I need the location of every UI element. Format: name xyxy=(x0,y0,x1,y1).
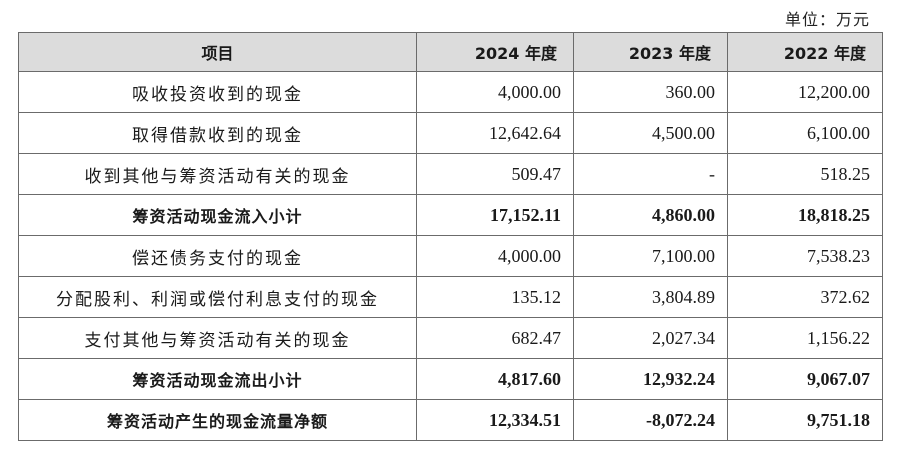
row-label: 吸收投资收到的现金 xyxy=(18,71,417,113)
value-2022: 372.62 xyxy=(727,276,883,318)
table-row: 吸收投资收到的现金 4,000.00 360.00 12,200.00 xyxy=(18,71,883,113)
value-2024: 12,334.51 xyxy=(416,399,574,441)
value-2022: 6,100.00 xyxy=(727,112,883,154)
table-row: 支付其他与筹资活动有关的现金 682.47 2,027.34 1,156.22 xyxy=(18,317,883,359)
value-2022: 12,200.00 xyxy=(727,71,883,113)
table-row: 筹资活动产生的现金流量净额 12,334.51 -8,072.24 9,751.18 xyxy=(18,399,883,441)
value-2024: 509.47 xyxy=(416,153,574,195)
header-year-2022: 2022 年度 xyxy=(727,32,883,72)
value-2023: 360.00 xyxy=(573,71,728,113)
value-2023: - xyxy=(573,153,728,195)
value-2023: -8,072.24 xyxy=(573,399,728,441)
unit-label: 单位：万元 xyxy=(784,10,870,29)
cash-flow-table: 项目 2024 年度 2023 年度 2022 年度 吸收投资收到的现金 4,00… xyxy=(18,32,883,441)
table-row: 筹资活动现金流入小计 17,152.11 4,860.00 18,818.25 xyxy=(18,194,883,236)
row-label: 筹资活动现金流入小计 xyxy=(18,194,417,236)
table-row: 偿还债务支付的现金 4,000.00 7,100.00 7,538.23 xyxy=(18,235,883,277)
row-label: 筹资活动现金流出小计 xyxy=(18,358,417,400)
value-2024: 17,152.11 xyxy=(416,194,574,236)
value-2023: 4,860.00 xyxy=(573,194,728,236)
header-year-2023: 2023 年度 xyxy=(573,32,728,72)
value-2024: 135.12 xyxy=(416,276,574,318)
value-2023: 7,100.00 xyxy=(573,235,728,277)
table-row: 筹资活动现金流出小计 4,817.60 12,932.24 9,067.07 xyxy=(18,358,883,400)
row-label: 筹资活动产生的现金流量净额 xyxy=(18,399,417,441)
table-row: 分配股利、利润或偿付利息支付的现金 135.12 3,804.89 372.62 xyxy=(18,276,883,318)
value-2024: 12,642.64 xyxy=(416,112,574,154)
table-body: 吸收投资收到的现金 4,000.00 360.00 12,200.00 取得借款收到的现… xyxy=(18,71,883,441)
row-label: 偿还债务支付的现金 xyxy=(18,235,417,277)
header-item: 项目 xyxy=(18,32,417,72)
value-2022: 518.25 xyxy=(727,153,883,195)
table-header: 项目 2024 年度 2023 年度 2022 年度 xyxy=(18,32,883,72)
row-label: 取得借款收到的现金 xyxy=(18,112,417,154)
value-2024: 4,817.60 xyxy=(416,358,574,400)
row-label: 支付其他与筹资活动有关的现金 xyxy=(18,317,417,359)
table-row: 收到其他与筹资活动有关的现金 509.47-518.25 xyxy=(18,153,883,195)
value-2024: 4,000.00 xyxy=(416,71,574,113)
value-2024: 4,000.00 xyxy=(416,235,574,277)
table-row: 取得借款收到的现金 12,642.64 4,500.00 6,100.00 xyxy=(18,112,883,154)
value-2022: 9,067.07 xyxy=(727,358,883,400)
value-2022: 9,751.18 xyxy=(727,399,883,441)
value-2022: 1,156.22 xyxy=(727,317,883,359)
value-2023: 3,804.89 xyxy=(573,276,728,318)
row-label: 分配股利、利润或偿付利息支付的现金 xyxy=(18,276,417,318)
row-label: 收到其他与筹资活动有关的现金 xyxy=(18,153,417,195)
value-2022: 18,818.25 xyxy=(727,194,883,236)
value-2022: 7,538.23 xyxy=(727,235,883,277)
value-2024: 682.47 xyxy=(416,317,574,359)
value-2023: 4,500.00 xyxy=(573,112,728,154)
value-2023: 12,932.24 xyxy=(573,358,728,400)
header-year-2024: 2024 年度 xyxy=(416,32,574,72)
header-row: 项目 2024 年度 2023 年度 2022 年度 xyxy=(18,32,883,72)
value-2023: 2,027.34 xyxy=(573,317,728,359)
